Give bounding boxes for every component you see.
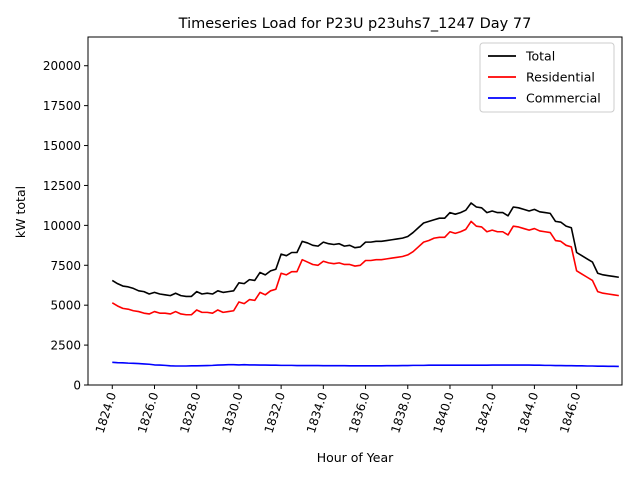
y-tick-label: 7500 [50, 259, 81, 273]
y-axis-label: kW total [13, 186, 28, 238]
series-line-residential [111, 220, 619, 316]
legend-label-commercial: Commercial [526, 91, 601, 106]
series-lines [111, 202, 619, 368]
y-tick-label: 15000 [43, 139, 81, 153]
plot-area-frame [87, 36, 623, 386]
y-tick-label: 20000 [43, 59, 81, 73]
legend: Total Residential Commercial [479, 42, 615, 113]
series-line-total [111, 202, 619, 298]
y-axis-ticks: 0 2500 5000 7500 10000 12500 15000 17500 20000 [43, 59, 88, 393]
y-tick-label: 17500 [43, 99, 81, 113]
legend-label-total: Total [525, 49, 555, 64]
chart-title: Timeseries Load for P23U p23uhs7_1247 Da… [178, 16, 532, 32]
y-tick-label: 2500 [50, 339, 81, 353]
series-line-commercial [112, 361, 619, 368]
legend-box [479, 42, 615, 113]
y-tick-label: 12500 [43, 179, 81, 193]
y-tick-label: 0 [73, 379, 81, 393]
x-axis-label: Hour of Year [317, 450, 394, 465]
y-tick-label: 5000 [50, 299, 81, 313]
legend-label-residential: Residential [526, 70, 595, 85]
y-tick-label: 10000 [43, 219, 81, 233]
